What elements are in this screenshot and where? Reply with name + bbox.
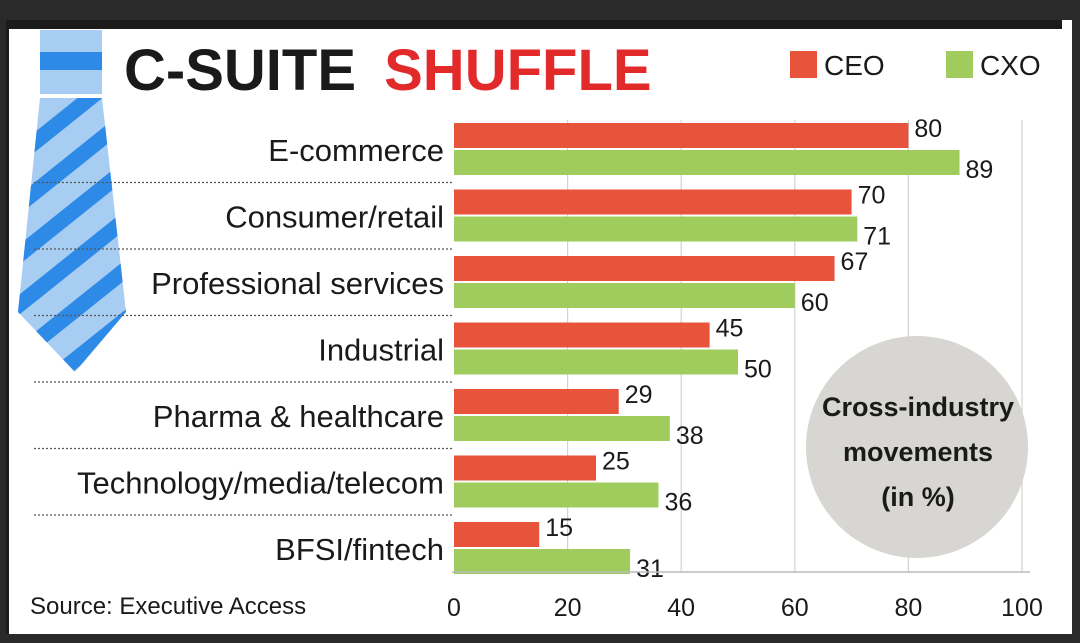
legend-swatch-ceo bbox=[790, 51, 817, 78]
category-label: Pharma & healthcare bbox=[153, 399, 444, 434]
badge-line3: (in %) bbox=[881, 482, 955, 512]
bar-cxo bbox=[454, 549, 631, 574]
bar-ceo bbox=[454, 522, 540, 547]
bar-ceo bbox=[454, 123, 909, 148]
legend: CEO CXO bbox=[790, 50, 1041, 81]
bar-cxo bbox=[454, 416, 670, 441]
value-label-ceo: 15 bbox=[545, 514, 573, 542]
value-label-cxo: 31 bbox=[636, 555, 664, 583]
category-labels: E-commerce Consumer/retail Professional se… bbox=[77, 133, 444, 567]
badge-line2: movements bbox=[843, 437, 993, 467]
bar-cxo bbox=[454, 283, 795, 308]
row-separators bbox=[34, 181, 452, 516]
value-label-ceo: 29 bbox=[625, 381, 653, 409]
bar-ceo bbox=[454, 189, 852, 215]
badge-line1: Cross-industry bbox=[822, 392, 1014, 422]
value-label-cxo: 71 bbox=[863, 223, 891, 251]
left-rule bbox=[6, 20, 9, 634]
category-label: Industrial bbox=[318, 333, 444, 368]
title-part1: C-SUITE bbox=[124, 38, 356, 103]
tie-stripe bbox=[18, 190, 126, 330]
value-label-ceo: 80 bbox=[914, 115, 942, 143]
tie-stripe bbox=[18, 98, 126, 180]
value-label-cxo: 50 bbox=[744, 356, 772, 384]
category-label: BFSI/fintech bbox=[275, 532, 444, 567]
bar-ceo bbox=[454, 256, 835, 281]
bar-cxo bbox=[454, 482, 659, 508]
category-label: Technology/media/telecom bbox=[77, 466, 444, 501]
x-axis-ticks: 0 20 40 60 80 100 bbox=[447, 594, 1043, 622]
x-tick-label: 80 bbox=[894, 594, 922, 622]
legend-label-ceo: CEO bbox=[824, 50, 885, 81]
value-label-cxo: 36 bbox=[664, 489, 692, 517]
value-label-ceo: 67 bbox=[841, 248, 869, 276]
category-label: Consumer/retail bbox=[225, 200, 444, 235]
source-note: Source: Executive Access bbox=[30, 593, 306, 620]
legend-swatch-cxo bbox=[946, 51, 973, 78]
bar-ceo bbox=[454, 322, 710, 348]
x-tick-label: 20 bbox=[554, 594, 582, 622]
value-label-ceo: 70 bbox=[858, 182, 886, 210]
category-label: Professional services bbox=[151, 266, 444, 301]
value-label-ceo: 25 bbox=[602, 448, 630, 476]
chart-title: C-SUITE SHUFFLE bbox=[124, 38, 652, 103]
legend-label-cxo: CXO bbox=[980, 50, 1041, 81]
value-label-ceo: 45 bbox=[716, 315, 744, 343]
category-label: E-commerce bbox=[268, 133, 444, 168]
bar-cxo bbox=[454, 349, 738, 375]
x-tick-label: 100 bbox=[1001, 594, 1043, 622]
tie-stripe bbox=[18, 290, 126, 372]
badge: Cross-industry movements (in %) bbox=[806, 336, 1028, 558]
bars bbox=[454, 123, 960, 574]
value-label-cxo: 89 bbox=[966, 156, 994, 184]
x-tick-label: 60 bbox=[781, 594, 809, 622]
title-part2: SHUFFLE bbox=[384, 38, 651, 103]
top-rule bbox=[6, 20, 1062, 29]
value-label-cxo: 60 bbox=[801, 289, 829, 317]
bar-ceo bbox=[454, 389, 619, 414]
badge-circle bbox=[806, 336, 1028, 558]
value-label-cxo: 38 bbox=[676, 422, 704, 450]
bar-cxo bbox=[454, 216, 858, 242]
x-tick-label: 0 bbox=[447, 594, 461, 622]
bar-ceo bbox=[454, 455, 596, 481]
x-tick-label: 40 bbox=[667, 594, 695, 622]
bar-cxo bbox=[454, 150, 960, 175]
